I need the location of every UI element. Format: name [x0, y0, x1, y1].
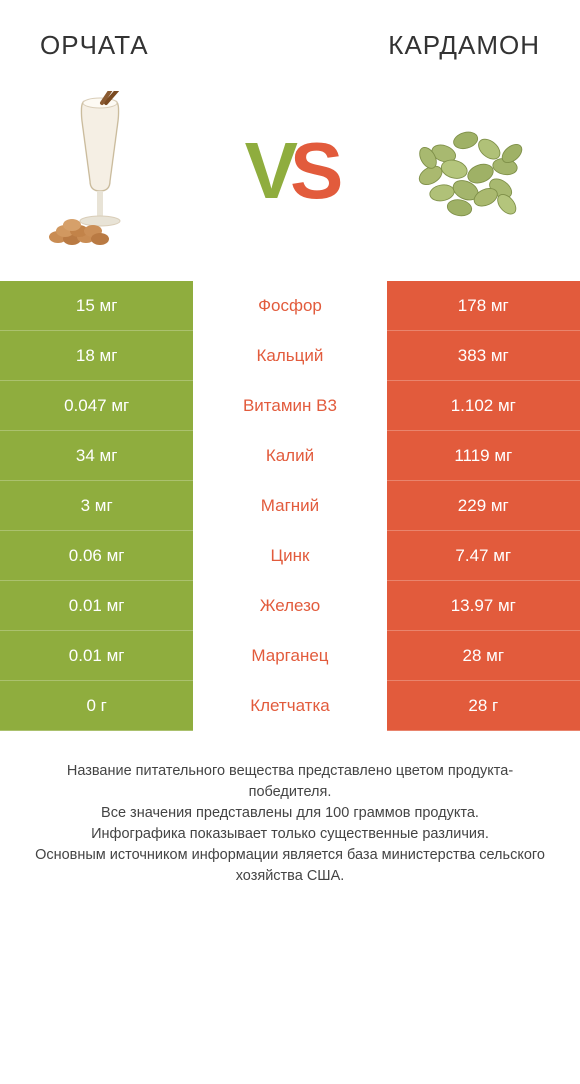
- value-right: 28 мг: [387, 631, 580, 681]
- title-right: КАРДАМОН: [388, 30, 540, 61]
- table-row: 0.01 мгМарганец28 мг: [0, 631, 580, 681]
- cardamom-image: [400, 91, 540, 251]
- table-row: 34 мгКалий1119 мг: [0, 431, 580, 481]
- table-row: 3 мгМагний229 мг: [0, 481, 580, 531]
- table-row: 18 мгКальций383 мг: [0, 331, 580, 381]
- value-left: 34 мг: [0, 431, 193, 481]
- footer-notes: Название питательного вещества представл…: [0, 731, 580, 907]
- value-left: 18 мг: [0, 331, 193, 381]
- footer-line-4: Основным источником информации является …: [30, 845, 550, 887]
- nutrient-label: Фосфор: [193, 281, 386, 331]
- vs-s: S: [290, 125, 335, 217]
- nutrient-label: Марганец: [193, 631, 386, 681]
- nutrient-label: Железо: [193, 581, 386, 631]
- footer-line-3: Инфографика показывает только существенн…: [30, 824, 550, 845]
- footer-line-1: Название питательного вещества представл…: [30, 761, 550, 803]
- nutrient-label: Цинк: [193, 531, 386, 581]
- table-row: 15 мгФосфор178 мг: [0, 281, 580, 331]
- value-left: 0 г: [0, 681, 193, 731]
- value-right: 229 мг: [387, 481, 580, 531]
- value-left: 0.01 мг: [0, 631, 193, 681]
- nutrient-label: Витамин B3: [193, 381, 386, 431]
- infographic-container: ОРЧАТА КАРДАМОН: [0, 0, 580, 907]
- value-left: 15 мг: [0, 281, 193, 331]
- horchata-image: [40, 91, 180, 251]
- vs-v: V: [245, 125, 290, 217]
- nutrient-label: Калий: [193, 431, 386, 481]
- table-row: 0 гКлетчатка28 г: [0, 681, 580, 731]
- nutrient-label: Кальций: [193, 331, 386, 381]
- nutrient-label: Магний: [193, 481, 386, 531]
- value-right: 1.102 мг: [387, 381, 580, 431]
- value-left: 0.047 мг: [0, 381, 193, 431]
- table-row: 0.01 мгЖелезо13.97 мг: [0, 581, 580, 631]
- value-left: 3 мг: [0, 481, 193, 531]
- value-right: 28 г: [387, 681, 580, 731]
- hero-row: VS: [0, 71, 580, 281]
- footer-line-2: Все значения представлены для 100 граммо…: [30, 803, 550, 824]
- title-left: ОРЧАТА: [40, 30, 149, 61]
- value-right: 178 мг: [387, 281, 580, 331]
- comparison-table: 15 мгФосфор178 мг18 мгКальций383 мг0.047…: [0, 281, 580, 731]
- header: ОРЧАТА КАРДАМОН: [0, 0, 580, 71]
- value-right: 383 мг: [387, 331, 580, 381]
- vs-label: VS: [245, 125, 336, 217]
- value-right: 13.97 мг: [387, 581, 580, 631]
- table-row: 0.047 мгВитамин B31.102 мг: [0, 381, 580, 431]
- value-left: 0.06 мг: [0, 531, 193, 581]
- value-left: 0.01 мг: [0, 581, 193, 631]
- value-right: 7.47 мг: [387, 531, 580, 581]
- nutrient-label: Клетчатка: [193, 681, 386, 731]
- value-right: 1119 мг: [387, 431, 580, 481]
- table-row: 0.06 мгЦинк7.47 мг: [0, 531, 580, 581]
